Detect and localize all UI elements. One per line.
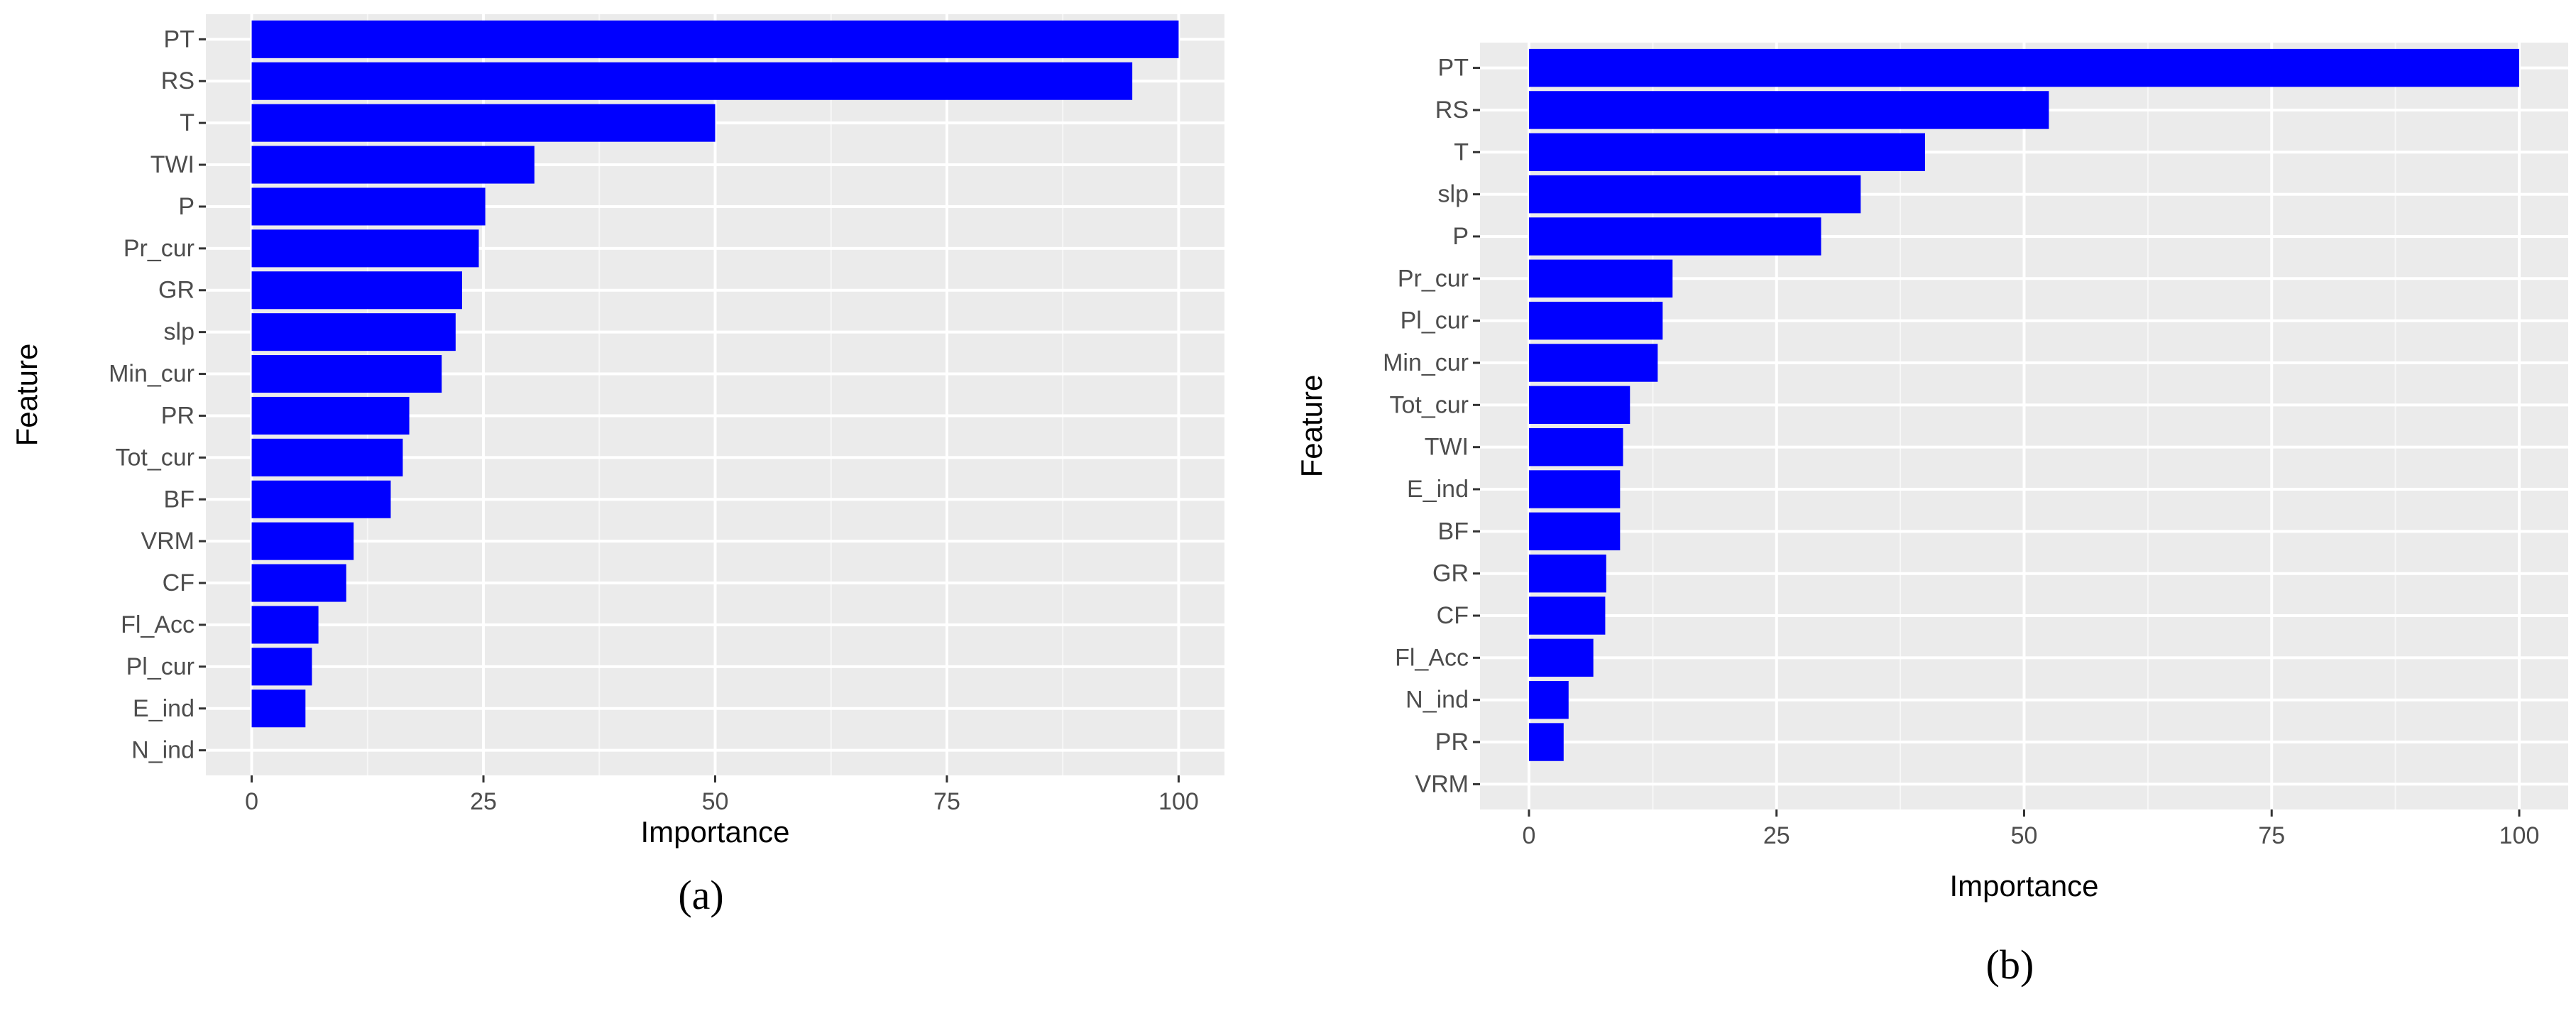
y-tick-label: Tot_cur <box>1390 391 1469 418</box>
y-tick-label: P <box>1452 223 1469 250</box>
bar-RS <box>251 62 1133 100</box>
chart-a: PT RS T TWI P Pr_cur GR slp Min_cur PR Tot_cur BF VR… <box>10 14 1224 918</box>
x-axis-title: Importance <box>1949 869 2098 902</box>
y-tick-label: T <box>1454 138 1469 165</box>
bar-TWI <box>251 146 535 184</box>
y-tick-label: E_ind <box>133 695 194 722</box>
y-tick-label: Pl_cur <box>1401 307 1469 334</box>
y-tick-label: slp <box>1438 181 1469 208</box>
bar-Tot_cur <box>1528 386 1630 425</box>
y-tick-label: TWI <box>150 151 194 178</box>
panel-caption: (a) <box>678 872 723 918</box>
bar-BF <box>1528 512 1621 551</box>
y-tick-label: Tot_cur <box>116 444 195 471</box>
bar-CF <box>251 564 346 602</box>
y-tick-label: PR <box>1435 729 1469 756</box>
x-tick-label: 50 <box>2011 822 2038 849</box>
y-tick-label: Pr_cur <box>124 235 194 262</box>
y-tick-label: Pl_cur <box>126 653 194 680</box>
y-tick-label: VRM <box>1415 770 1469 797</box>
y-tick-label: CF <box>1437 602 1469 629</box>
bar-GR <box>251 271 463 310</box>
y-tick-label: VRM <box>141 528 194 555</box>
y-tick-label: N_ind <box>1405 687 1469 714</box>
y-tick-label: TWI <box>1425 434 1469 461</box>
bar-PR <box>1528 723 1564 761</box>
bar-RS <box>1528 91 2049 129</box>
x-tick-label: 75 <box>2258 822 2285 849</box>
bar-E_ind <box>1528 470 1621 508</box>
bar-TWI <box>1528 427 1623 467</box>
x-tick-label: 0 <box>245 788 258 815</box>
bar-N_ind <box>1528 681 1569 719</box>
bar-T <box>1528 133 1925 171</box>
y-tick-label: slp <box>164 319 194 346</box>
y-tick-label: RS <box>1435 97 1469 124</box>
y-tick-label: GR <box>1432 560 1469 587</box>
y-axis-title: Feature <box>1295 375 1328 478</box>
y-tick-label: E_ind <box>1407 476 1469 503</box>
bar-Min_cur <box>251 355 442 393</box>
y-tick-label: P <box>178 193 194 220</box>
bar-slp <box>1528 175 1861 214</box>
y-tick-label: Pr_cur <box>1398 265 1469 292</box>
bar-Pr_cur <box>1528 259 1673 298</box>
y-tick-label: Min_cur <box>1383 349 1469 376</box>
bar-GR <box>1528 554 1606 593</box>
y-tick-label: T <box>180 109 194 136</box>
y-tick-label: BF <box>164 486 194 513</box>
bar-slp <box>251 313 456 351</box>
x-tick-label: 50 <box>702 788 729 815</box>
x-tick-label: 25 <box>1763 822 1790 849</box>
bar-Pr_cur <box>251 229 479 268</box>
x-axis-title: Importance <box>640 815 789 849</box>
panel-caption: (b) <box>1986 942 2034 988</box>
bar-PR <box>251 396 410 435</box>
bar-BF <box>251 480 391 518</box>
bar-VRM <box>251 522 354 560</box>
bar-CF <box>1528 596 1606 635</box>
y-tick-label: RS <box>161 67 194 94</box>
y-tick-label: PR <box>161 402 194 429</box>
bar-PT <box>251 20 1179 58</box>
bar-PT <box>1528 48 2520 87</box>
y-tick-label: PT <box>1438 55 1469 82</box>
bar-Pl_cur <box>251 648 312 686</box>
bar-P <box>1528 217 1821 256</box>
x-tick-label: 75 <box>933 788 960 815</box>
y-tick-label: GR <box>158 277 194 304</box>
y-axis-title: Feature <box>10 344 43 447</box>
x-tick-label: 25 <box>470 788 497 815</box>
bar-T <box>251 104 716 142</box>
y-tick-label: N_ind <box>131 737 194 764</box>
bar-Min_cur <box>1528 344 1658 382</box>
y-tick-label: Min_cur <box>109 361 194 388</box>
y-tick-label: Fl_Acc <box>121 611 194 638</box>
bar-E_ind <box>251 689 306 728</box>
y-tick-label: Fl_Acc <box>1395 644 1469 671</box>
bar-Pl_cur <box>1528 301 1663 340</box>
bar-Fl_Acc <box>1528 638 1594 677</box>
y-tick-label: CF <box>163 569 194 596</box>
x-tick-label: 100 <box>2499 822 2540 849</box>
bar-Fl_Acc <box>251 606 319 644</box>
bar-Tot_cur <box>251 438 403 476</box>
y-tick-label: PT <box>164 26 194 53</box>
y-tick-label: BF <box>1438 518 1469 545</box>
bar-P <box>251 187 486 226</box>
x-tick-label: 100 <box>1158 788 1199 815</box>
x-tick-label: 0 <box>1523 822 1536 849</box>
